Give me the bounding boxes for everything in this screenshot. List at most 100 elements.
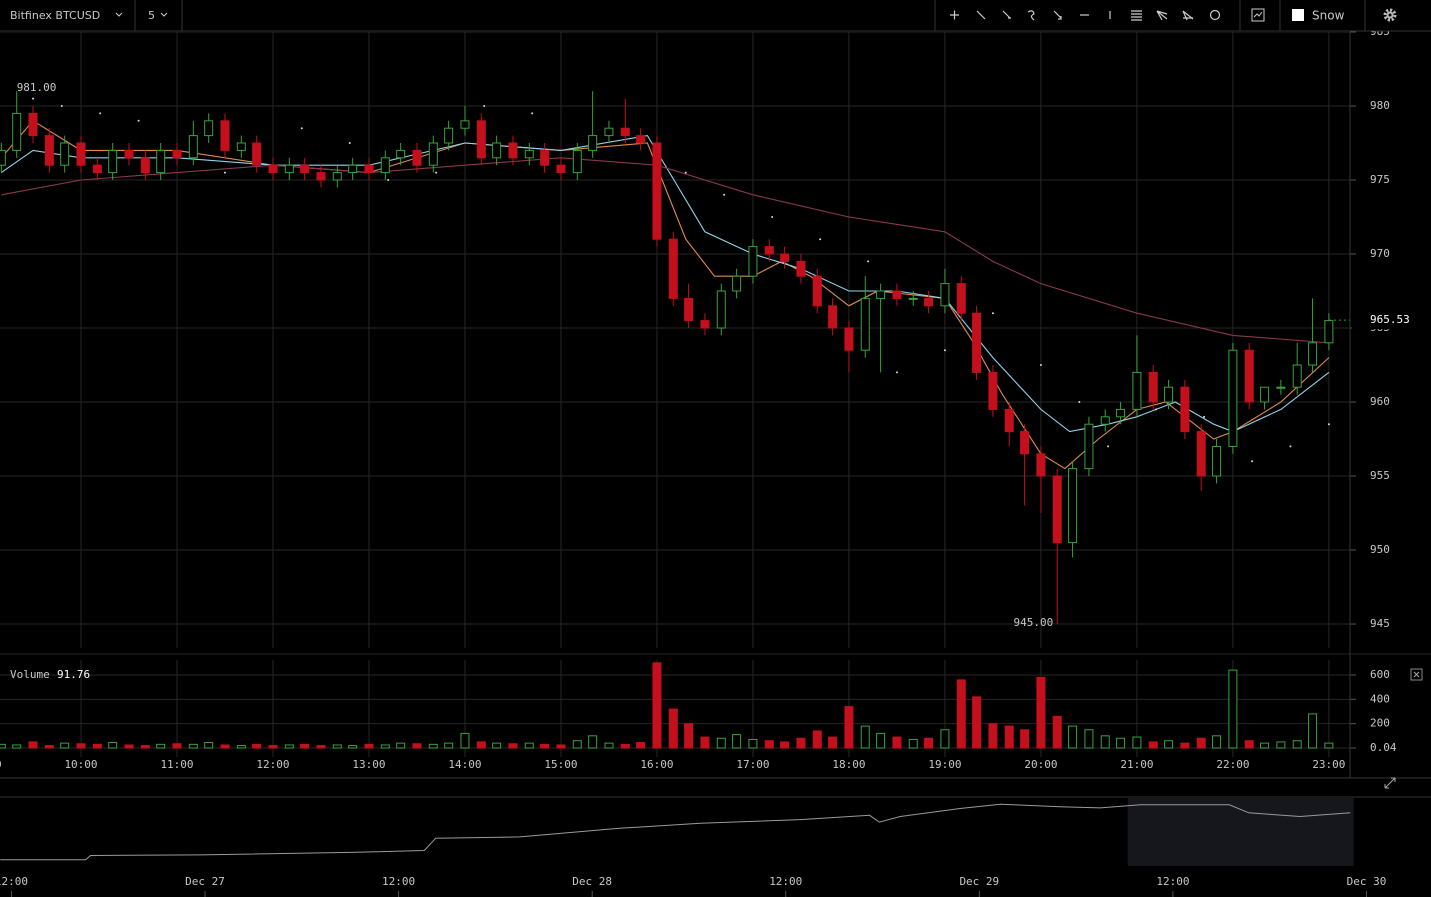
volume-bar [716,737,726,749]
gann-tool[interactable] [1182,10,1194,21]
sar-dot [1078,401,1081,404]
volume-axis: 0.04 200 400 600 [1350,668,1397,754]
volume-bar [156,743,166,749]
candle-body [60,142,70,166]
candle-body [0,149,6,166]
volume-bar [140,745,150,749]
volume-bar [124,744,134,749]
candle-body [1020,431,1030,455]
volume-bar [668,708,678,749]
candle-body [12,112,22,151]
volume-plot [0,660,1350,757]
navigator-window [1127,798,1354,866]
volume-bar [380,744,390,749]
volume-bar [588,735,598,749]
x-tick-label: 15:00 [544,758,577,771]
crosshair-tool[interactable] [950,10,959,20]
sar-dot [991,312,994,315]
volume-bar [220,744,230,749]
sar-dot [1327,423,1330,426]
candle-body [556,164,566,174]
volume-bar [348,745,358,749]
sar-dot [895,371,898,374]
candle-body [828,305,838,329]
volume-bar [988,723,998,749]
gear-teeth[interactable] [1383,8,1397,22]
moving-average [1,157,1329,344]
sar-dot [300,127,303,130]
chart-type-button[interactable] [1251,8,1265,22]
expand-icon[interactable] [1384,777,1396,789]
candle-body [972,312,982,373]
low-label: 945.00 [1013,616,1053,629]
x-tick-label: 12:00 [256,758,289,771]
x-tick-label: 12:00 [769,875,802,888]
theme-toggle[interactable]: Snow [1292,9,1345,23]
chart-icon[interactable] [1251,8,1265,22]
volume-bar [828,736,838,749]
interval-selector[interactable]: 5 [148,9,168,22]
volume-bar [1308,713,1318,749]
volume-bar [684,723,694,749]
candle-body [1308,342,1318,366]
candle-body [1100,416,1110,425]
volume-bar [444,742,454,749]
fan-tool[interactable] [1156,10,1168,21]
candle-body [940,283,950,307]
candle-body [124,149,134,159]
theme-label[interactable]: Snow [1312,9,1345,23]
candle-body [1260,386,1270,403]
close-volume[interactable] [1410,668,1423,681]
candle-body [700,320,710,329]
volume-bar [924,737,934,749]
candle-body [748,246,758,277]
candle-body [684,297,694,322]
curve-tool[interactable] [1027,10,1035,21]
volume-header: Volume 91.76 [10,668,90,681]
candle-body [1276,386,1286,389]
last-price-label: 965.53 [1370,313,1410,326]
sar-dot [99,112,102,115]
settings-button[interactable] [1383,8,1397,22]
close-box[interactable] [1410,668,1423,681]
x-tick-label: 13:00 [352,758,385,771]
volume-bar [700,736,710,749]
sar-dot [224,171,226,174]
candle-body [1116,408,1126,418]
volume-bar [1068,725,1078,749]
checkbox[interactable] [1292,9,1304,21]
volume-bar [1100,735,1110,749]
interval[interactable]: 5 [148,9,155,22]
y-tick-label: 975 [1370,173,1390,186]
symbol[interactable]: Bitfinex BTCUSD [10,9,100,22]
toolbar-bg [0,0,1431,31]
candle-body [460,120,470,129]
y-tick-label: 200 [1370,717,1390,730]
volume-bar [412,743,422,749]
x-tick-label: Dec 27 [185,875,225,888]
y-tick-label: 950 [1370,543,1390,556]
symbol-selector[interactable]: Bitfinex BTCUSD [10,9,123,22]
volume-bar [1052,715,1062,749]
arrow-tool[interactable] [1053,10,1062,20]
ray-tool[interactable] [1002,10,1011,19]
x-tick-label: 16:00 [640,758,673,771]
volume-bar [1180,742,1190,749]
volume-bar [876,732,886,749]
candle-body [476,120,486,159]
volume-bar [572,740,582,749]
candle-body [428,142,438,166]
sar-dot [1039,364,1042,367]
x-tick-label: 17:00 [736,758,769,771]
volume-bar [1324,742,1334,749]
fib-tool[interactable] [1131,10,1142,21]
volume-bar [908,738,918,749]
volume-bar [284,744,294,749]
ellipse-tool[interactable] [1209,9,1221,21]
candle-body [860,297,870,351]
volume-bar [28,741,38,749]
trend-line-tool[interactable] [976,10,986,20]
chevron [160,12,168,17]
candle-body [572,149,582,174]
